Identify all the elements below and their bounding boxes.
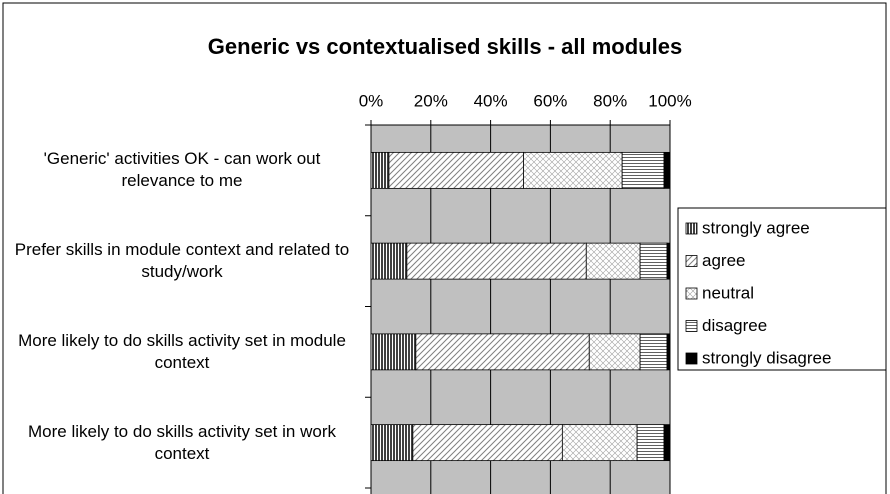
bar-segment bbox=[406, 242, 587, 280]
bar-segment bbox=[621, 151, 665, 189]
x-tick-label: 20% bbox=[414, 91, 448, 110]
bar-segment bbox=[412, 424, 563, 462]
legend-swatch bbox=[685, 222, 698, 235]
legend-box bbox=[677, 207, 887, 371]
y-tick-label: More likely to do skills activity set in… bbox=[28, 421, 336, 463]
x-tick-label: 100% bbox=[648, 91, 691, 110]
bar-segment bbox=[370, 424, 414, 462]
y-tick-label: 'Generic' activities OK - can work out r… bbox=[43, 149, 321, 191]
legend-label: strongly agree bbox=[702, 218, 810, 237]
y-tick-label: More likely to do skills activity set in… bbox=[18, 330, 346, 372]
legend-swatch bbox=[685, 287, 698, 300]
legend-label: disagree bbox=[702, 316, 767, 335]
legend-swatch bbox=[685, 320, 698, 332]
bar-segment bbox=[666, 242, 671, 280]
legend-swatch bbox=[685, 352, 698, 365]
y-tick-label: Prefer skills in module context and rela… bbox=[14, 240, 350, 282]
bar-segment bbox=[666, 333, 671, 371]
legend-label: agree bbox=[702, 251, 745, 270]
x-tick-label: 40% bbox=[474, 91, 508, 110]
bar-segment bbox=[663, 424, 671, 462]
legend-label: neutral bbox=[702, 283, 754, 302]
bar-segment bbox=[639, 333, 668, 371]
bar-segment bbox=[561, 424, 638, 462]
bar-segment bbox=[388, 151, 524, 189]
x-tick-label: 80% bbox=[593, 91, 627, 110]
bar-segment bbox=[663, 151, 671, 189]
bar-segment bbox=[370, 242, 408, 280]
legend-label: strongly disagree bbox=[702, 348, 831, 367]
bar-segment bbox=[636, 424, 665, 462]
bar-segment bbox=[523, 151, 623, 189]
bar-segment bbox=[370, 333, 417, 371]
legend-swatch bbox=[685, 255, 698, 267]
bar-segment bbox=[588, 333, 641, 371]
chart-title: Generic vs contextualised skills - all m… bbox=[208, 34, 682, 59]
bar-segment bbox=[370, 151, 390, 189]
bar-segment bbox=[415, 333, 590, 371]
x-tick-label: 60% bbox=[533, 91, 567, 110]
bar-segment bbox=[639, 242, 668, 280]
x-tick-label: 0% bbox=[359, 91, 384, 110]
bar-segment bbox=[585, 242, 641, 280]
